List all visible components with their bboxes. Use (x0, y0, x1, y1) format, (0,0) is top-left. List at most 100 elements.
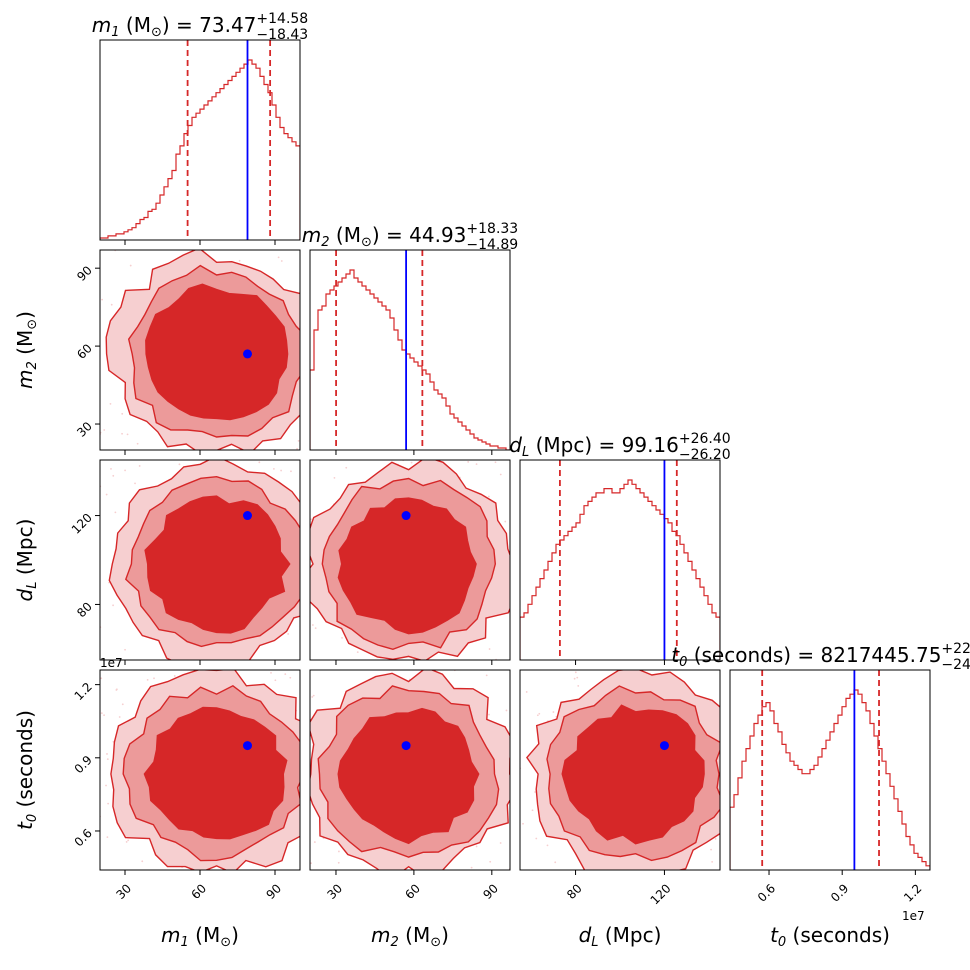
y-tick-label: 120 (69, 511, 95, 537)
sample-point (574, 671, 577, 674)
x-tick-label: 60 (402, 881, 423, 902)
x-axis-label-m2: m2 (M⊙) (371, 923, 449, 950)
x-offset-label: 1e7 (902, 909, 925, 923)
sample-point (124, 648, 126, 651)
sample-point (106, 753, 108, 755)
sample-point (488, 648, 491, 650)
sample-point (101, 298, 103, 301)
panel-title-t0: t0 (seconds) = 8217445.75+2292 (671, 641, 970, 670)
sample-point (284, 673, 287, 676)
sample-point (110, 467, 112, 470)
sample-point (112, 604, 114, 607)
sample-point (536, 714, 539, 717)
axis-labels: m1 (M⊙) m2 (M⊙) m2 (M⊙) dL (Mpc) dL (Mpc) t0 … (13, 311, 890, 950)
panel-frame (519, 459, 721, 661)
sample-point (337, 861, 340, 864)
sample-point (126, 433, 129, 436)
sample-point (107, 802, 110, 805)
sample-point (141, 860, 144, 863)
panel-dL-t0: 80 120 (519, 669, 721, 907)
sample-point (487, 495, 490, 498)
truth-marker (659, 741, 669, 751)
panel-title-m1: m1 (M⊙) = 73.47+14.58 (92, 11, 308, 40)
sample-point (106, 836, 109, 839)
sample-point (280, 260, 283, 262)
x-tick-label: 90 (263, 881, 284, 902)
sample-point (531, 809, 534, 812)
sample-point (475, 845, 478, 848)
sample-point (105, 784, 107, 787)
sample-point (499, 473, 502, 476)
sample-point (124, 469, 126, 472)
sample-point (535, 837, 538, 840)
truth-marker (401, 511, 411, 521)
contour-core (337, 497, 477, 635)
sample-point (552, 711, 555, 713)
sample-point (310, 862, 312, 865)
sample-point (100, 677, 103, 680)
hist-step (520, 479, 720, 660)
x-tick-label: 0.6 (755, 881, 778, 904)
hist-step (310, 269, 510, 450)
sample-point (114, 511, 117, 514)
sample-point (272, 467, 275, 470)
sample-point (573, 677, 576, 680)
y-offset-label: 1e7 (100, 656, 123, 670)
y-tick-label: 0.6 (72, 826, 95, 849)
sample-point (311, 696, 314, 698)
sample-point (711, 860, 714, 863)
contour-core (144, 495, 291, 634)
y-tick-label: 80 (74, 599, 95, 620)
sample-point (554, 861, 557, 864)
sample-point (127, 839, 130, 842)
sample-point (270, 671, 272, 674)
x-tick-label: 60 (188, 881, 209, 902)
y-tick-label: 1.2 (72, 680, 95, 703)
x-tick-label: 30 (113, 881, 134, 902)
sample-point (103, 429, 106, 431)
sample-point (341, 636, 343, 639)
sample-point (297, 439, 300, 442)
x-tick-label: 80 (564, 881, 585, 902)
panel-m1-m2: 30 60 90 (74, 249, 301, 455)
hist-panel-m1 (99, 39, 301, 245)
sample-point (410, 461, 413, 464)
sample-point (538, 712, 541, 715)
sample-point (129, 264, 132, 267)
panel-m2-dL (309, 459, 511, 665)
y-axis-label-dL: dL (Mpc) (13, 519, 40, 602)
panel-frame (309, 249, 511, 451)
panel-frame (729, 669, 931, 871)
panel-frame (519, 669, 721, 871)
sample-point (296, 447, 298, 450)
sample-point (153, 677, 155, 680)
x-tick-label: 120 (648, 881, 674, 907)
x-axis-label-m1: m1 (M⊙) (161, 923, 239, 950)
sample-point (274, 679, 277, 682)
panel-m2-t0: 30 60 90 (309, 669, 511, 902)
y-tick-label: 60 (74, 341, 95, 362)
y-tick-label: 90 (74, 263, 95, 284)
sample-point (333, 476, 336, 479)
sample-point (118, 716, 121, 718)
sample-point (312, 694, 315, 697)
sample-point (258, 461, 261, 464)
sample-point (105, 493, 108, 496)
contour-core (143, 706, 288, 840)
sample-point (238, 259, 241, 262)
panel-title-minus-m1: −18.43 (256, 27, 308, 43)
sample-point (121, 412, 124, 415)
y-axis-label-m2: m2 (M⊙) (13, 311, 40, 389)
panel-frame (309, 459, 511, 661)
panel-grid: 30 60 90 80 120 30 60 90 0.6 0.9 1.2 1e7 30 60 90 80 120… (69, 39, 931, 923)
hist-panel-t0: 0.6 0.9 1.2 1e7 (729, 669, 931, 923)
hist-step (730, 689, 930, 870)
panel-frame (309, 669, 511, 871)
sample-point (287, 633, 290, 635)
y-tick-label: 0.9 (72, 753, 95, 776)
x-tick-label: 90 (480, 881, 501, 902)
sample-point (277, 256, 280, 259)
sample-point (138, 465, 141, 467)
sample-point (136, 442, 139, 445)
sample-point (109, 402, 112, 405)
